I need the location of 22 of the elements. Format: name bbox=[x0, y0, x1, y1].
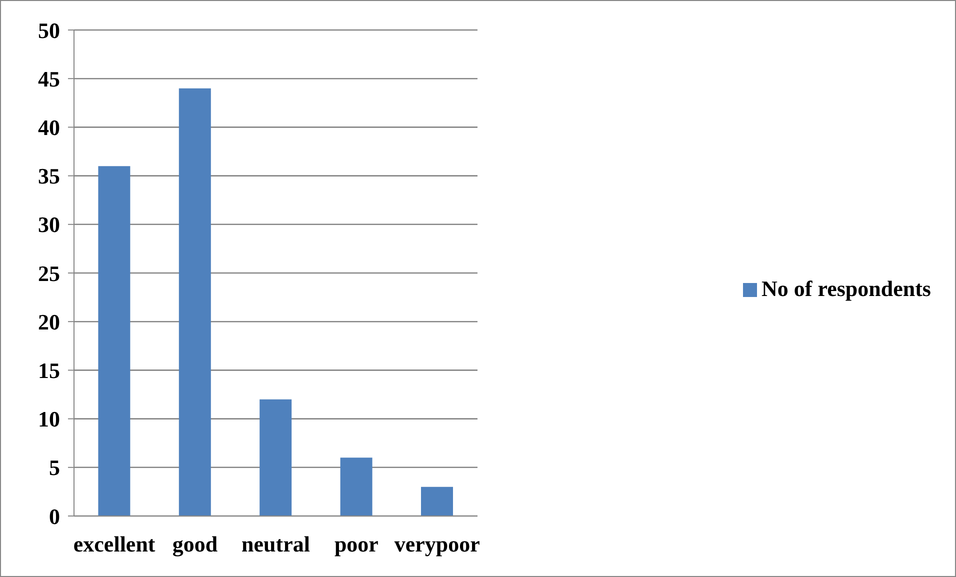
y-tick-label: 20 bbox=[38, 309, 60, 334]
x-tick-label: neutral bbox=[242, 532, 310, 557]
x-tick-label: verypoor bbox=[394, 532, 480, 557]
x-tick-label: excellent bbox=[73, 532, 156, 557]
y-tick-label: 30 bbox=[38, 212, 60, 238]
y-tick-label: 35 bbox=[38, 164, 60, 189]
x-tick-label: good bbox=[172, 532, 218, 557]
bar bbox=[98, 166, 130, 516]
bar bbox=[260, 399, 292, 516]
y-tick-label: 50 bbox=[38, 18, 60, 43]
bar bbox=[178, 88, 211, 516]
y-tick-label: 45 bbox=[38, 66, 60, 92]
x-tick-label: poor bbox=[334, 532, 379, 557]
y-tick-label: 0 bbox=[49, 504, 60, 529]
y-tick-label: 25 bbox=[38, 260, 60, 286]
bar bbox=[420, 486, 453, 516]
y-tick-label: 15 bbox=[38, 358, 60, 384]
y-tick-label: 10 bbox=[38, 406, 60, 432]
legend-label: No of respondents bbox=[761, 276, 931, 300]
y-tick-label: 5 bbox=[49, 455, 60, 480]
bar bbox=[340, 458, 372, 516]
y-tick-label: 40 bbox=[38, 115, 60, 140]
